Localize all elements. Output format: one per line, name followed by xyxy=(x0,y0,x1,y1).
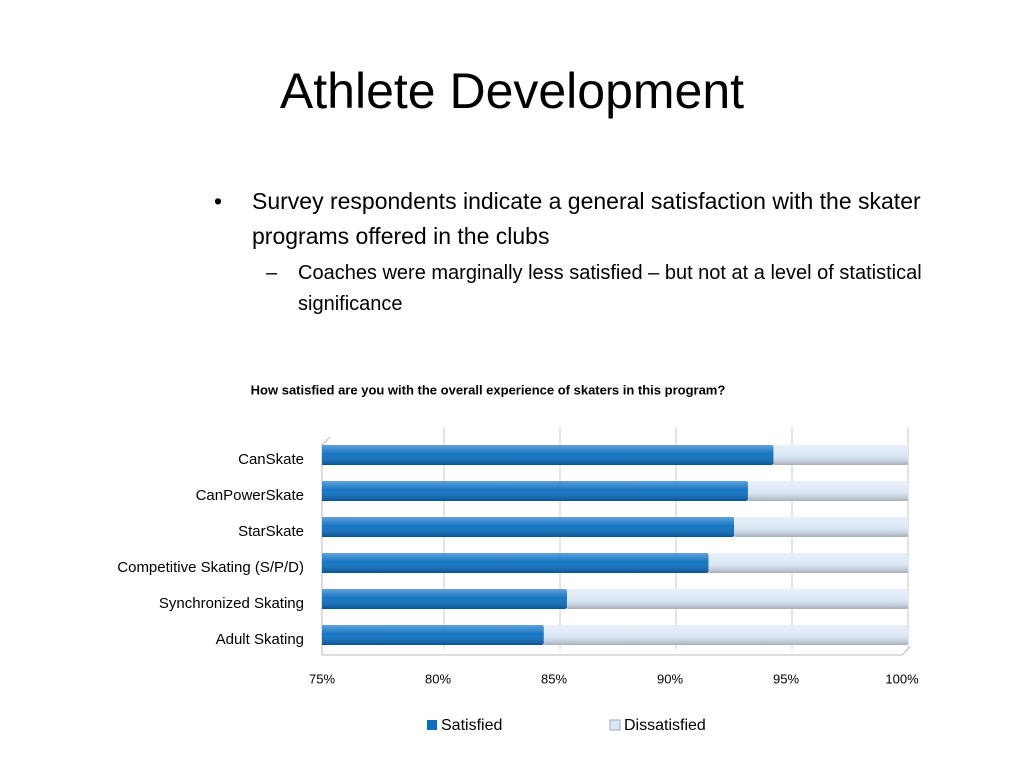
bar-shine xyxy=(322,625,544,645)
sub-bullet: Coaches were marginally less satisfied –… xyxy=(266,258,948,320)
x-tick-label: 75% xyxy=(309,671,335,686)
bar-shine xyxy=(322,589,567,609)
bullet: Survey respondents indicate a general sa… xyxy=(214,184,952,254)
axis-floor xyxy=(322,646,911,656)
legend-label: Dissatisfied xyxy=(624,717,706,734)
legend-swatch xyxy=(609,719,621,731)
bar-shine xyxy=(322,481,748,501)
y-tick-label: StarSkate xyxy=(238,523,304,540)
x-tick-label: 80% xyxy=(425,671,451,686)
axis-wall xyxy=(321,436,331,655)
bars xyxy=(322,445,908,645)
y-tick-label: Synchronized Skating xyxy=(159,595,304,612)
bar-shine xyxy=(708,553,908,573)
y-tick-label: CanSkate xyxy=(238,451,304,468)
legend-swatch xyxy=(427,720,437,730)
bar-shine xyxy=(734,517,908,537)
bar-shine xyxy=(747,481,908,501)
x-tick-label: 95% xyxy=(773,671,799,686)
bar-shine xyxy=(322,445,774,465)
y-tick-label: Adult Skating xyxy=(216,631,304,648)
bar-shine xyxy=(773,445,908,465)
legend-label: Satisfied xyxy=(441,717,502,734)
y-tick-label: Competitive Skating (S/P/D) xyxy=(117,559,304,576)
bar-shine xyxy=(322,517,734,537)
y-tick-label: CanPowerSkate xyxy=(196,487,304,504)
slide-title: Athlete Development xyxy=(279,63,745,119)
x-tick-label: 85% xyxy=(541,671,567,686)
chart-title: How satisfied are you with the overall e… xyxy=(251,382,726,397)
bar-shine xyxy=(566,589,908,609)
x-tick-label: 100% xyxy=(885,671,919,686)
x-tick-label: 90% xyxy=(657,671,683,686)
bar-shine xyxy=(543,625,908,645)
bar-shine xyxy=(322,553,709,573)
